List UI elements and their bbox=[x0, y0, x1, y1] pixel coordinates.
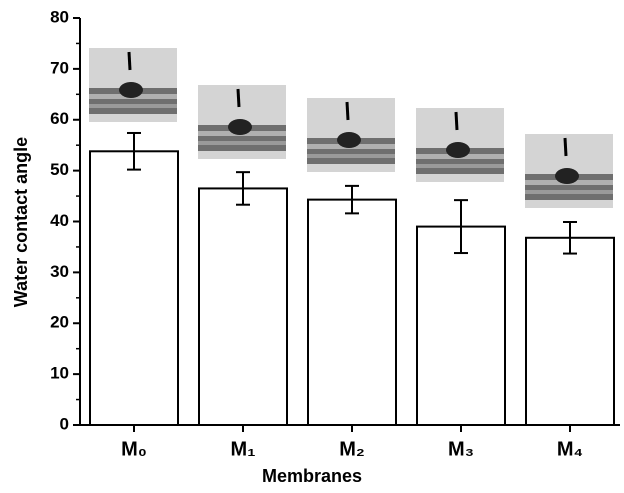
y-tick-label: 80 bbox=[50, 7, 69, 26]
image-band bbox=[416, 164, 504, 168]
needle bbox=[563, 137, 568, 157]
needle bbox=[236, 88, 241, 108]
image-band bbox=[307, 154, 395, 158]
droplet-image bbox=[416, 108, 504, 182]
y-tick-label: 40 bbox=[50, 211, 69, 230]
needle bbox=[127, 51, 132, 71]
droplet bbox=[337, 132, 361, 148]
bar bbox=[525, 236, 615, 426]
y-tick-label: 0 bbox=[60, 414, 69, 433]
image-band bbox=[198, 141, 286, 145]
y-tick-label: 30 bbox=[50, 262, 69, 281]
needle bbox=[345, 101, 350, 121]
bar bbox=[198, 187, 288, 426]
droplet-image bbox=[89, 48, 177, 122]
y-tick-label: 60 bbox=[50, 109, 69, 128]
x-tick-label: M₀ bbox=[121, 438, 147, 460]
error-bar bbox=[127, 131, 141, 171]
x-tick-label: M₁ bbox=[231, 438, 256, 460]
y-tick-label: 20 bbox=[50, 313, 69, 332]
bar bbox=[89, 150, 179, 426]
image-band bbox=[89, 104, 177, 108]
droplet bbox=[555, 168, 579, 184]
y-axis-label: Water contact angle bbox=[11, 137, 31, 307]
x-tick-label: M₂ bbox=[339, 438, 365, 460]
y-tick-label: 70 bbox=[50, 58, 69, 77]
image-band bbox=[525, 190, 613, 194]
error-bar bbox=[563, 221, 577, 255]
error-bar bbox=[345, 184, 359, 215]
error-bar bbox=[454, 199, 468, 255]
droplet-image bbox=[525, 134, 613, 208]
droplet bbox=[119, 82, 143, 98]
y-tick-label: 50 bbox=[50, 160, 69, 179]
droplet-image bbox=[198, 85, 286, 159]
bar bbox=[416, 225, 506, 426]
x-tick-label: M₄ bbox=[557, 438, 583, 460]
needle bbox=[454, 111, 459, 131]
droplet-image bbox=[307, 98, 395, 172]
x-axis-label: Membranes bbox=[262, 466, 362, 486]
droplet bbox=[228, 119, 252, 135]
y-tick-label: 10 bbox=[50, 364, 69, 383]
droplet bbox=[446, 142, 470, 158]
bar bbox=[307, 198, 397, 426]
error-bar bbox=[236, 171, 250, 206]
x-tick-label: M₃ bbox=[448, 438, 474, 460]
